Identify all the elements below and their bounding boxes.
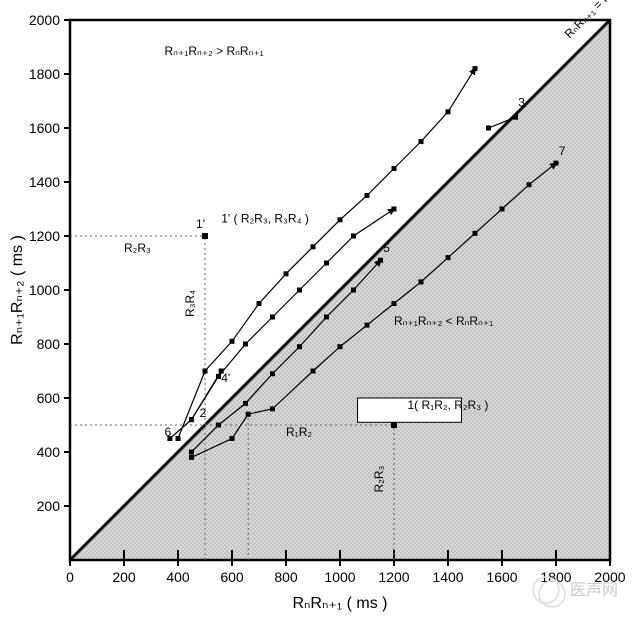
x-tick-label: 800 (274, 569, 298, 585)
data-point (189, 450, 194, 455)
poincare-chart: 0 200 400 600 800 1000 1200 1400 1600 1800 2000 200… (0, 0, 640, 620)
y-tick-label: 1600 (29, 120, 60, 136)
data-point (243, 401, 248, 406)
annotation: 5 (383, 241, 390, 255)
x-tick-label: 200 (112, 569, 136, 585)
data-point (270, 315, 275, 320)
annotation: 4' (221, 371, 230, 385)
x-tick-label: 1000 (324, 569, 355, 585)
data-point (230, 436, 235, 441)
x-tick-label: 400 (166, 569, 190, 585)
annotation: R₂R₃ (372, 466, 386, 493)
annotation: R₁R₂ (286, 425, 312, 439)
annotation: 2 (200, 406, 207, 420)
annotation: 1' ( R₂R₃, R₃R₄ ) (221, 212, 309, 226)
x-tick-label: 0 (66, 569, 74, 585)
y-axis-label: Rₙ₊₁Rₙ₊₂ ( ms ) (9, 235, 26, 345)
data-point (203, 369, 208, 374)
annotation: Rₙ₊₁Rₙ₊₂ > RₙRₙ₊₁ (165, 44, 264, 58)
data-point (392, 301, 397, 306)
data-point (473, 231, 478, 236)
y-tick-label: 400 (37, 444, 61, 460)
marker-square (202, 233, 208, 239)
y-tick-label: 1000 (29, 282, 60, 298)
y-tick-label: 200 (37, 498, 61, 514)
data-point (324, 261, 329, 266)
data-point (176, 436, 181, 441)
data-point (554, 161, 559, 166)
data-point (230, 339, 235, 344)
data-point (246, 412, 251, 417)
data-point (392, 207, 397, 212)
annotation: Rₙ₊₁Rₙ₊₂ < RₙRₙ₊₁ (394, 314, 493, 328)
y-tick-label: 2000 (29, 12, 60, 28)
data-point (446, 255, 451, 260)
data-point (270, 371, 275, 376)
annotation: 1' (196, 217, 205, 231)
data-point (446, 109, 451, 114)
data-point (257, 301, 262, 306)
marker-square (391, 422, 397, 428)
chart-container: 0 200 400 600 800 1000 1200 1400 1600 1800 2000 200… (0, 0, 640, 620)
data-point (297, 344, 302, 349)
y-tick-label: 1800 (29, 66, 60, 82)
x-axis-label: RₙRₙ₊₁ ( ms ) (292, 595, 387, 612)
data-point (419, 139, 424, 144)
data-point (297, 288, 302, 293)
data-point (392, 166, 397, 171)
annotation: 6 (165, 425, 172, 439)
annotation: 3 (518, 95, 525, 109)
y-tick-label: 1400 (29, 174, 60, 190)
y-tick-label: 1200 (29, 228, 60, 244)
x-tick-label: 1400 (432, 569, 463, 585)
data-point (338, 217, 343, 222)
annotation: R₃R₄ (183, 290, 197, 317)
data-point (189, 455, 194, 460)
data-point (216, 423, 221, 428)
data-point (527, 182, 532, 187)
data-point (338, 344, 343, 349)
data-point (324, 315, 329, 320)
annotation: 7 (559, 144, 566, 158)
data-point (351, 234, 356, 239)
annotation: R₂R₃ (124, 241, 151, 255)
data-point (243, 342, 248, 347)
data-point (311, 244, 316, 249)
data-point (500, 207, 505, 212)
data-point (365, 323, 370, 328)
data-point (351, 288, 356, 293)
data-point (189, 417, 194, 422)
data-point (311, 369, 316, 374)
data-point (419, 279, 424, 284)
data-point (473, 66, 478, 71)
annotation: 1( R₁R₂, R₂R₃ ) (408, 398, 489, 412)
data-point (270, 406, 275, 411)
y-tick-label: 800 (37, 336, 61, 352)
x-tick-label: 600 (220, 569, 244, 585)
y-tick-label: 600 (37, 390, 61, 406)
x-tick-label: 1600 (486, 569, 517, 585)
data-point (365, 193, 370, 198)
watermark-text: 医声网 (570, 581, 618, 599)
data-point (378, 258, 383, 263)
data-point (513, 115, 518, 120)
data-point (284, 271, 289, 276)
x-tick-label: 1200 (378, 569, 409, 585)
data-point (486, 126, 491, 131)
